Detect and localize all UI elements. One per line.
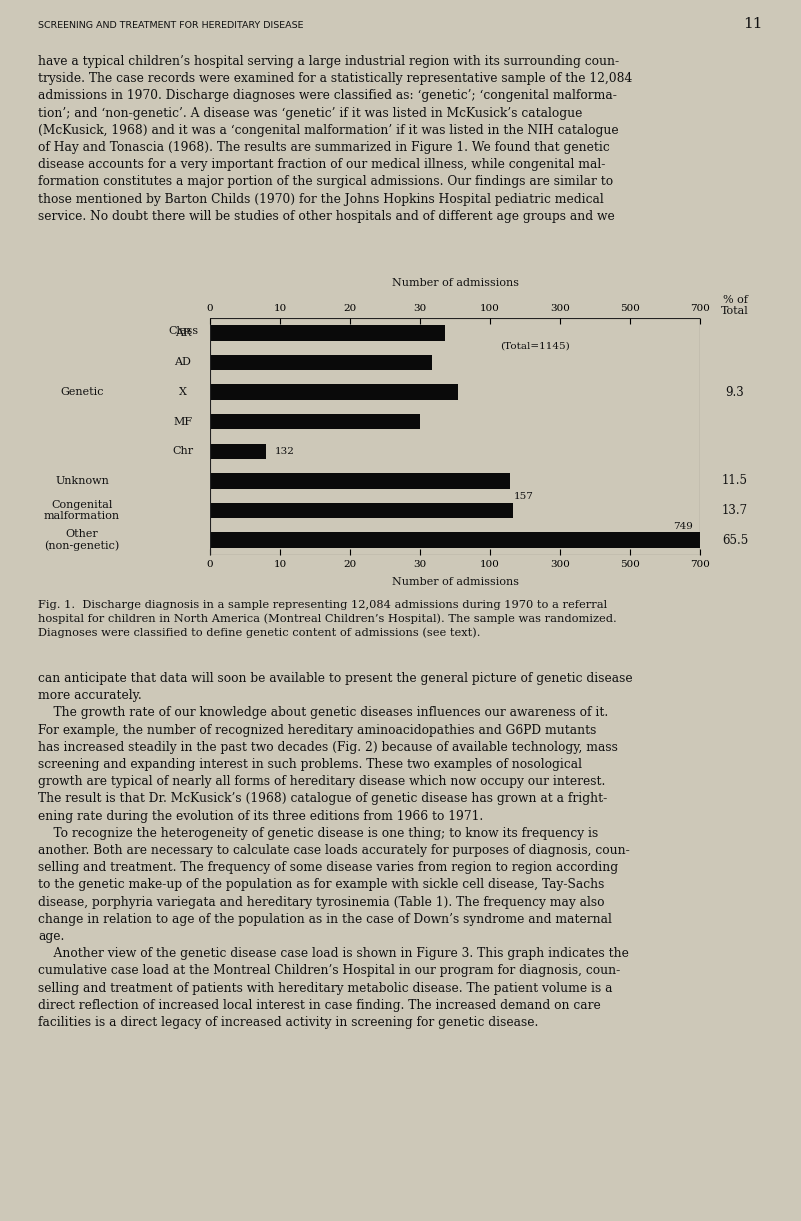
Text: Unknown: Unknown: [55, 476, 109, 486]
Bar: [210, 474, 510, 488]
Text: Chr: Chr: [172, 447, 194, 457]
Text: AD: AD: [175, 358, 191, 368]
Text: SCREENING AND TREATMENT FOR HEREDITARY DISEASE: SCREENING AND TREATMENT FOR HEREDITARY D…: [38, 21, 304, 31]
Text: 157: 157: [513, 492, 533, 501]
Bar: [210, 385, 458, 399]
Text: 65.5: 65.5: [722, 534, 748, 547]
Text: AR: AR: [175, 327, 191, 338]
Text: Number of admissions: Number of admissions: [392, 278, 518, 288]
Text: have a typical children’s hospital serving a large industrial region with its su: have a typical children’s hospital servi…: [38, 55, 632, 222]
Text: Congenital
malformation: Congenital malformation: [44, 499, 120, 521]
Text: 749: 749: [673, 521, 693, 531]
Text: Other
(non‑genetic): Other (non‑genetic): [44, 529, 119, 552]
Text: 9.3: 9.3: [726, 386, 744, 398]
Text: can anticipate that data will soon be available to present the general picture o: can anticipate that data will soon be av…: [38, 672, 633, 1029]
Text: (Total=1145): (Total=1145): [501, 342, 570, 350]
Text: MF: MF: [174, 416, 192, 426]
Text: % of
Total: % of Total: [721, 295, 749, 316]
Bar: [210, 503, 513, 518]
Text: Class: Class: [168, 326, 198, 336]
Text: 132: 132: [275, 447, 294, 455]
Bar: [210, 443, 266, 459]
Bar: [210, 414, 420, 430]
Bar: [210, 532, 700, 548]
Text: Number of admissions: Number of admissions: [392, 578, 518, 587]
Text: 11: 11: [743, 17, 763, 31]
Text: 13.7: 13.7: [722, 504, 748, 516]
Text: 11.5: 11.5: [722, 475, 748, 487]
Text: X: X: [179, 387, 187, 397]
Text: Genetic: Genetic: [60, 387, 104, 397]
Text: Fig. 1.  Discharge diagnosis in a sample representing 12,084 admissions during 1: Fig. 1. Discharge diagnosis in a sample …: [38, 600, 617, 637]
Bar: [210, 325, 445, 341]
Bar: [210, 355, 432, 370]
